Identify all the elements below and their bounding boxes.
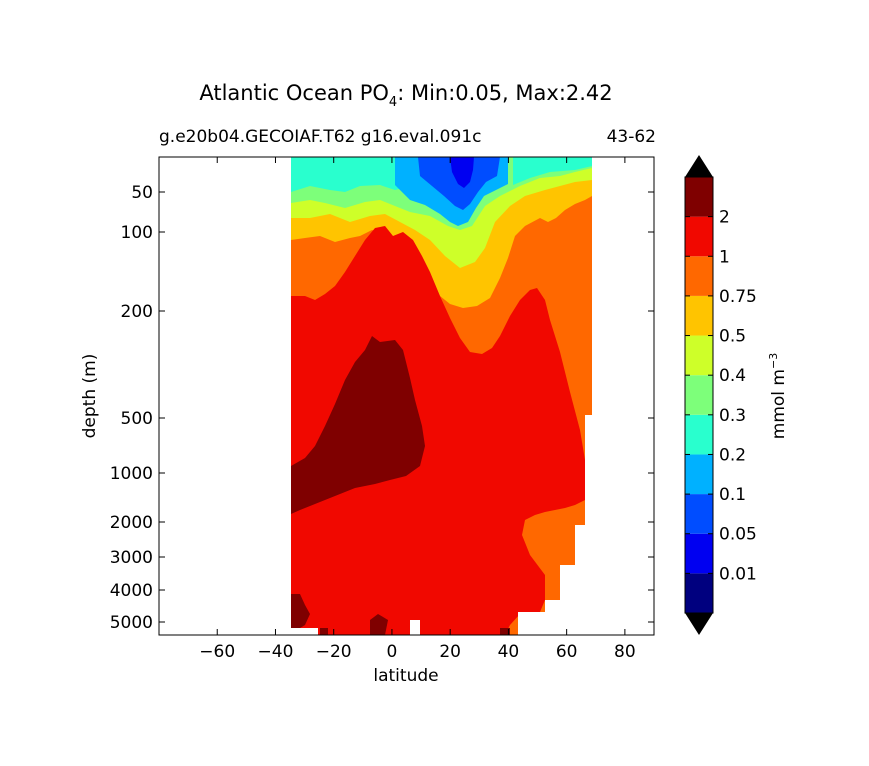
colorbar-tick-label: 2 <box>719 208 730 228</box>
x-tick-label: 0 <box>387 642 398 662</box>
contour-band-above-2-bottom-2 <box>370 614 388 635</box>
colorbar-segment <box>685 256 713 296</box>
seafloor-mask <box>291 415 592 635</box>
colorbar-tick-label: 0.5 <box>719 327 746 347</box>
x-tick-label: 40 <box>498 642 520 662</box>
colorbar-segment <box>685 295 713 336</box>
y-axis: 50 100 200 500 1000 2000 3000 4000 5000 <box>110 183 654 633</box>
chart-title: Atlantic Ocean PO4: Min:0.05, Max:2.42 <box>199 81 612 110</box>
x-tick-label: 80 <box>614 642 636 662</box>
contour-fill <box>291 157 592 635</box>
colorbar-tick-label: 0.05 <box>719 525 757 545</box>
x-tick-label: −40 <box>258 642 294 662</box>
contour-band-above-2-bottom-4 <box>500 628 510 635</box>
colorbar-tick-label: 0.4 <box>719 366 746 386</box>
contour-band-0.01-0.05 <box>450 157 474 188</box>
contour-band-above-2 <box>291 336 425 514</box>
subtitle-years: 43-62 <box>607 127 656 147</box>
colorbar-segment <box>685 177 713 217</box>
colorbar-segment <box>685 533 713 574</box>
plot-frame <box>158 156 655 636</box>
colorbar-tick-label: 0.2 <box>719 445 746 465</box>
colorbar-tick-label: 0.3 <box>719 406 746 426</box>
colorbar-tick-label: 1 <box>719 247 730 267</box>
y-tick-label: 3000 <box>110 548 153 568</box>
y-tick-label: 4000 <box>110 581 153 601</box>
colorbar-label: mmol m−3 <box>767 353 789 439</box>
y-tick-label: 1000 <box>110 464 153 484</box>
y-tick-label: 5000 <box>110 613 153 633</box>
y-tick-label: 2000 <box>110 513 153 533</box>
colorbar-segment <box>685 573 713 613</box>
colorbar-segment <box>685 216 713 257</box>
colorbar-tick-label: 0.1 <box>719 485 746 505</box>
x-tick-label: 20 <box>439 642 461 662</box>
colorbar-extend-high <box>685 155 713 177</box>
colorbar-segment <box>685 494 713 534</box>
colorbar-segment <box>685 454 713 495</box>
y-axis-label: depth (m) <box>80 354 100 439</box>
colorbar-extend-low <box>685 613 713 635</box>
contour-band-above-2-bottom-3 <box>320 628 328 635</box>
contour-band-1-2 <box>291 226 585 635</box>
subtitle-run-name: g.e20b04.GECOIAF.T62 g16.eval.091c <box>159 127 481 147</box>
x-axis: −60 −40 −20 0 20 40 60 80 <box>199 157 636 662</box>
contour-band-above-2-bottom <box>291 594 310 628</box>
colorbar-segment <box>685 414 713 455</box>
x-tick-label: −60 <box>199 642 235 662</box>
y-tick-label: 200 <box>121 302 153 322</box>
y-tick-label: 50 <box>131 183 153 203</box>
colorbar: 0.01 0.05 0.1 0.2 0.3 0.4 0.5 0.75 1 2 <box>684 155 757 635</box>
x-axis-label: latitude <box>373 666 438 686</box>
colorbar-tick-label: 0.75 <box>719 287 757 307</box>
colorbar-segment <box>685 375 713 415</box>
x-tick-label: 60 <box>556 642 578 662</box>
colorbar-segment <box>685 335 713 376</box>
x-tick-label: −20 <box>316 642 352 662</box>
colorbar-frame <box>684 176 714 614</box>
colorbar-tick-label: 0.01 <box>719 564 757 584</box>
y-tick-label: 100 <box>121 223 153 243</box>
y-tick-label: 500 <box>121 409 153 429</box>
